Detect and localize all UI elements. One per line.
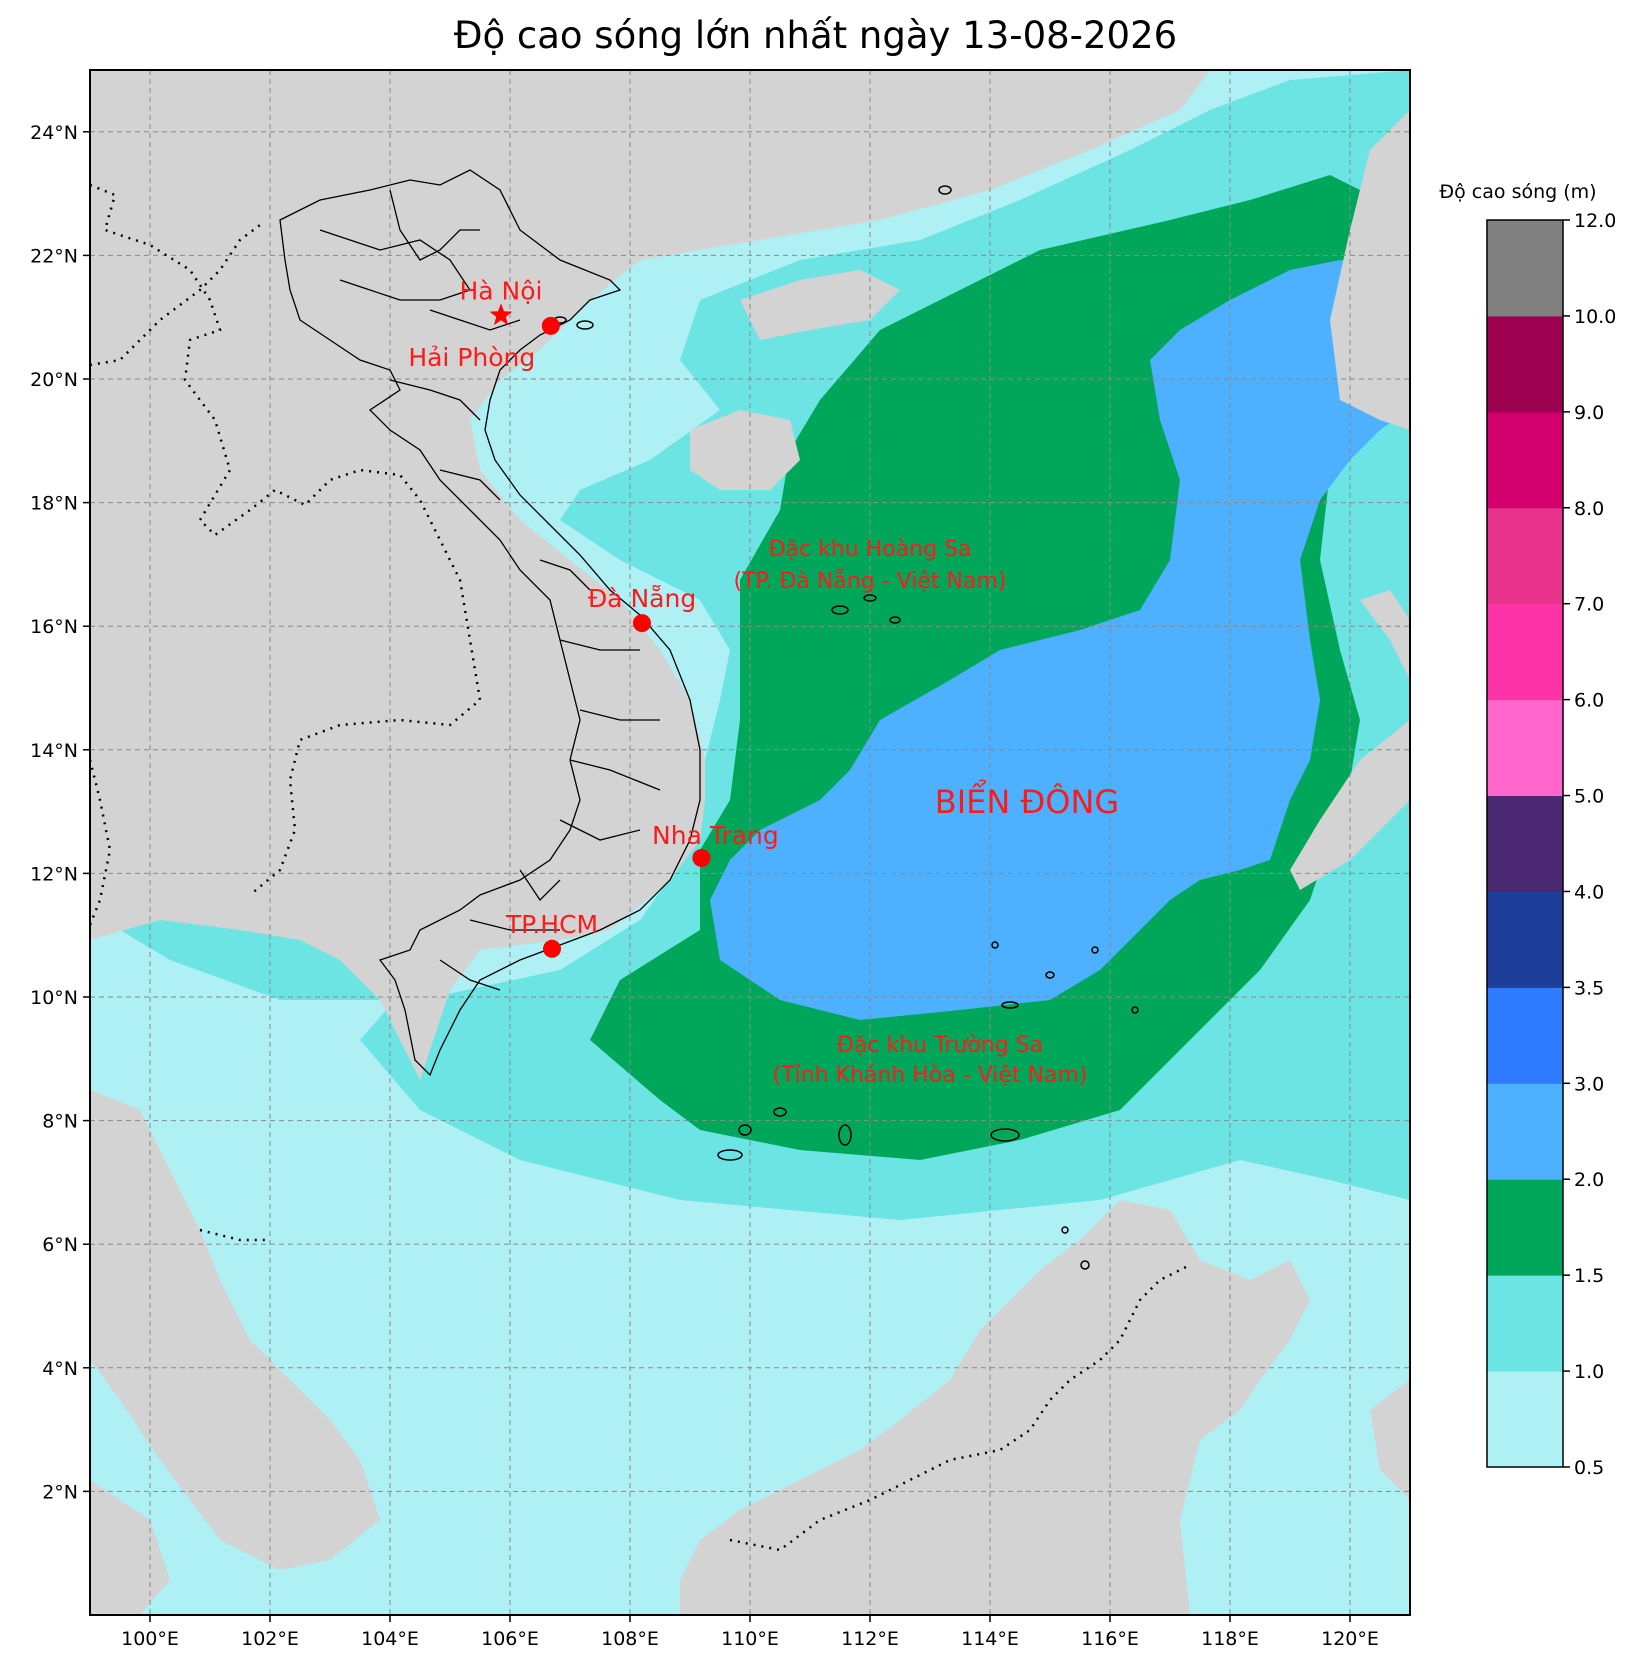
lat-tick-label: 24°N: [30, 122, 78, 144]
colorbar-tick-label: 0.5: [1574, 1457, 1604, 1479]
lat-tick-label: 18°N: [30, 493, 78, 515]
border-borneo: [729, 1263, 1191, 1552]
lon-tick-label: 104°E: [361, 1628, 419, 1650]
city-dot-marker: [543, 939, 561, 958]
lon-tick-label: 106°E: [481, 1628, 539, 1650]
lon-tick-label: 108°E: [601, 1628, 659, 1650]
city-dot-marker: [692, 848, 711, 867]
colorbar-segment: [1487, 1371, 1563, 1468]
land-philippines-south: [1360, 590, 1410, 680]
city-label: Đà Nẵng: [588, 584, 696, 613]
lat-tick-label: 10°N: [30, 987, 78, 1009]
colorbar-tick-label: 1.0: [1574, 1361, 1604, 1383]
lon-tick-label: 100°E: [121, 1628, 179, 1650]
vietnam-outline: [279, 169, 701, 1077]
colorbar-segment: [1487, 987, 1563, 1084]
colorbar-tick-label: 10.0: [1574, 306, 1616, 328]
colorbar-tick-label: 6.0: [1574, 690, 1604, 712]
colorbar-segment: [1487, 1083, 1563, 1180]
hoang-sa-label-2: (TP. Đà Nẵng - Việt Nam): [734, 568, 1007, 594]
land-hainan: [690, 410, 800, 490]
land-china: [90, 70, 1210, 1080]
truong-sa-label-2: (Tỉnh Khánh Hòa - Việt Nam): [773, 1063, 1088, 1088]
city-dot-marker: [633, 614, 651, 633]
colorbar-tick-label: 2.0: [1574, 1169, 1604, 1191]
colorbar-tick-label: 9.0: [1574, 402, 1604, 424]
lat-tick-label: 14°N: [30, 740, 78, 762]
lon-tick-label: 118°E: [1201, 1628, 1259, 1650]
land-sumatra: [90, 1480, 170, 1615]
truong-sa-label-1: Đặc khu Trường Sa: [837, 1033, 1043, 1058]
lat-tick-label: 4°N: [42, 1358, 78, 1380]
colorbar-tick-label: 3.5: [1574, 977, 1604, 999]
colorbar-tick-label: 4.0: [1574, 881, 1604, 903]
colorbar-segment: [1487, 795, 1563, 892]
lon-tick-label: 114°E: [961, 1628, 1019, 1650]
border-cambodia: [90, 759, 112, 926]
colorbar-segment: [1487, 699, 1563, 797]
city-dot-marker: [541, 316, 560, 335]
colorbar-frame: [1486, 219, 1564, 1468]
map-title: Độ cao sóng lớn nhất ngày 13-08-2026: [453, 14, 1178, 57]
colorbar-title: Độ cao sóng (m): [1439, 181, 1596, 203]
land-malay-peninsula: [90, 1090, 380, 1570]
city-label: Hải Phòng: [408, 343, 535, 372]
colorbar-segment: [1487, 1179, 1563, 1276]
capital-star-marker: [489, 303, 513, 326]
lat-tick-label: 2°N: [42, 1481, 78, 1503]
colorbar-tick-label: 3.0: [1574, 1073, 1604, 1095]
lat-tick-label: 8°N: [42, 1111, 78, 1133]
land-leizhou: [740, 270, 900, 340]
wave-zone-2-3: [710, 260, 1410, 1020]
colorbar-segment: [1487, 891, 1563, 988]
colorbar-tick-label: 1.5: [1574, 1265, 1604, 1287]
colorbar-tick-label: 7.0: [1574, 594, 1604, 616]
latitude-ticks: 2°N 4°N 6°N 8°N 10°N 12°N 14°N 16°N 18°N 20°N 22°N…: [30, 122, 90, 1503]
colorbar-segment: [1487, 315, 1563, 413]
colorbar-segment: [1487, 1275, 1563, 1372]
hoang-sa-label-1: Đặc khu Hoàng Sa: [768, 537, 971, 562]
city-label: Hà Nội: [459, 276, 542, 305]
longitude-ticks: 100°E 102°E 104°E 106°E 108°E 110°E 112°E 114°E…: [121, 1615, 1379, 1650]
lat-tick-label: 20°N: [30, 369, 78, 391]
islands: [553, 185, 1139, 1270]
colorbar-tick-label: 5.0: [1574, 786, 1604, 808]
land-borneo: [680, 1200, 1310, 1615]
border-malay-thai: [199, 1228, 270, 1242]
city-label: TP.HCM: [505, 910, 598, 939]
colorbar-segment: [1487, 603, 1563, 701]
lat-tick-label: 12°N: [30, 863, 78, 885]
lon-tick-label: 112°E: [841, 1628, 899, 1650]
city-markers: Hà Nội Hải Phòng Đà Nẵng Nha Trang TP.HCM: [408, 276, 779, 958]
sea-label: BIỂN ĐÔNG: [935, 779, 1119, 821]
lon-tick-label: 116°E: [1081, 1628, 1139, 1650]
colorbar-tick-label: 12.0: [1574, 210, 1616, 232]
lat-tick-label: 16°N: [30, 616, 78, 638]
land-palawan: [1290, 720, 1410, 890]
city-label: Nha Trang: [652, 821, 779, 850]
colorbar-segment: [1487, 411, 1563, 509]
land-borneo-cap: [1370, 1380, 1410, 1500]
colorbar: 0.5 1.0 1.5 2.0 3.0 3.5 4.0 5.0 6.0 7.0 8.0 9.0 10.0…: [1486, 210, 1616, 1479]
lon-tick-label: 102°E: [241, 1628, 299, 1650]
colorbar-segment: [1487, 220, 1563, 317]
lat-tick-label: 22°N: [30, 245, 78, 267]
lon-tick-label: 110°E: [721, 1628, 779, 1650]
colorbar-segment: [1487, 507, 1563, 605]
colorbar-tick-label: 8.0: [1574, 498, 1604, 520]
gridlines: [90, 70, 1410, 1615]
lat-tick-label: 6°N: [42, 1234, 78, 1256]
lon-tick-label: 120°E: [1321, 1628, 1379, 1650]
